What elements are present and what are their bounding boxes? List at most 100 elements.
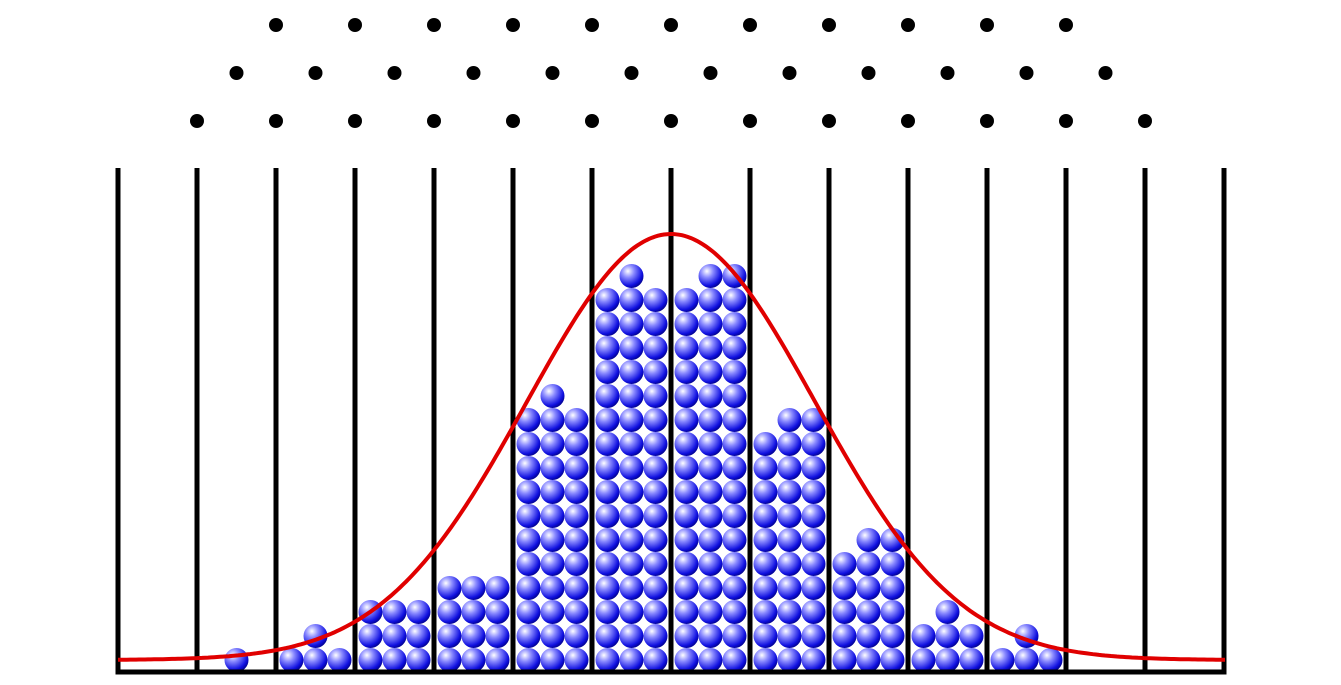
ball bbox=[595, 456, 620, 480]
ball bbox=[619, 648, 644, 672]
ball bbox=[777, 408, 802, 432]
ball bbox=[619, 336, 644, 360]
ball bbox=[674, 600, 699, 624]
ball bbox=[722, 288, 747, 312]
peg bbox=[308, 66, 323, 80]
ball bbox=[540, 432, 565, 456]
ball bbox=[753, 552, 778, 576]
ball bbox=[643, 624, 668, 648]
ball bbox=[564, 408, 589, 432]
ball bbox=[674, 576, 699, 600]
ball bbox=[698, 504, 723, 528]
ball bbox=[777, 456, 802, 480]
ball bbox=[722, 408, 747, 432]
ball bbox=[643, 648, 668, 672]
ball bbox=[722, 384, 747, 408]
ball bbox=[832, 552, 857, 576]
ball bbox=[382, 648, 407, 672]
ball bbox=[856, 624, 881, 648]
ball bbox=[722, 528, 747, 552]
ball bbox=[698, 312, 723, 336]
ball bbox=[406, 624, 431, 648]
ball bbox=[674, 552, 699, 576]
peg bbox=[703, 66, 718, 80]
ball bbox=[801, 408, 826, 432]
ball bbox=[801, 456, 826, 480]
ball bbox=[619, 528, 644, 552]
ball bbox=[674, 288, 699, 312]
ball bbox=[856, 576, 881, 600]
ball bbox=[990, 648, 1015, 672]
ball bbox=[516, 600, 541, 624]
ball bbox=[880, 624, 905, 648]
ball bbox=[540, 408, 565, 432]
ball bbox=[753, 600, 778, 624]
ball bbox=[619, 576, 644, 600]
ball bbox=[753, 528, 778, 552]
ball bbox=[540, 576, 565, 600]
ball bbox=[777, 528, 802, 552]
peg bbox=[506, 114, 520, 128]
ball bbox=[516, 456, 541, 480]
ball bbox=[801, 480, 826, 504]
peg bbox=[822, 18, 836, 32]
balls bbox=[224, 264, 1063, 672]
ball bbox=[619, 456, 644, 480]
peg bbox=[585, 114, 599, 128]
ball bbox=[595, 624, 620, 648]
ball bbox=[698, 384, 723, 408]
ball bbox=[595, 504, 620, 528]
ball bbox=[643, 336, 668, 360]
ball bbox=[358, 624, 383, 648]
ball bbox=[698, 552, 723, 576]
ball bbox=[485, 624, 510, 648]
ball bbox=[485, 648, 510, 672]
ball bbox=[777, 600, 802, 624]
ball bbox=[485, 576, 510, 600]
ball bbox=[722, 504, 747, 528]
ball bbox=[437, 648, 462, 672]
ball bbox=[801, 504, 826, 528]
ball bbox=[832, 624, 857, 648]
ball bbox=[911, 648, 936, 672]
ball bbox=[643, 432, 668, 456]
ball bbox=[619, 624, 644, 648]
ball bbox=[406, 600, 431, 624]
ball bbox=[959, 648, 984, 672]
ball bbox=[698, 336, 723, 360]
ball bbox=[643, 456, 668, 480]
ball bbox=[722, 312, 747, 336]
ball bbox=[406, 648, 431, 672]
peg bbox=[743, 114, 757, 128]
peg bbox=[269, 18, 283, 32]
ball bbox=[753, 624, 778, 648]
ball bbox=[777, 576, 802, 600]
ball bbox=[856, 648, 881, 672]
ball bbox=[753, 576, 778, 600]
ball bbox=[643, 384, 668, 408]
ball bbox=[643, 288, 668, 312]
ball bbox=[619, 432, 644, 456]
ball bbox=[619, 384, 644, 408]
ball bbox=[674, 432, 699, 456]
ball bbox=[777, 552, 802, 576]
ball bbox=[935, 648, 960, 672]
ball bbox=[595, 432, 620, 456]
ball bbox=[801, 528, 826, 552]
ball bbox=[777, 432, 802, 456]
peg bbox=[1019, 66, 1034, 80]
ball bbox=[753, 504, 778, 528]
ball bbox=[619, 408, 644, 432]
ball bbox=[540, 600, 565, 624]
ball bbox=[595, 600, 620, 624]
ball bbox=[698, 456, 723, 480]
ball bbox=[461, 600, 486, 624]
ball bbox=[279, 648, 304, 672]
pegs bbox=[190, 18, 1152, 128]
ball bbox=[595, 552, 620, 576]
ball bbox=[801, 624, 826, 648]
peg bbox=[269, 114, 283, 128]
ball bbox=[753, 432, 778, 456]
